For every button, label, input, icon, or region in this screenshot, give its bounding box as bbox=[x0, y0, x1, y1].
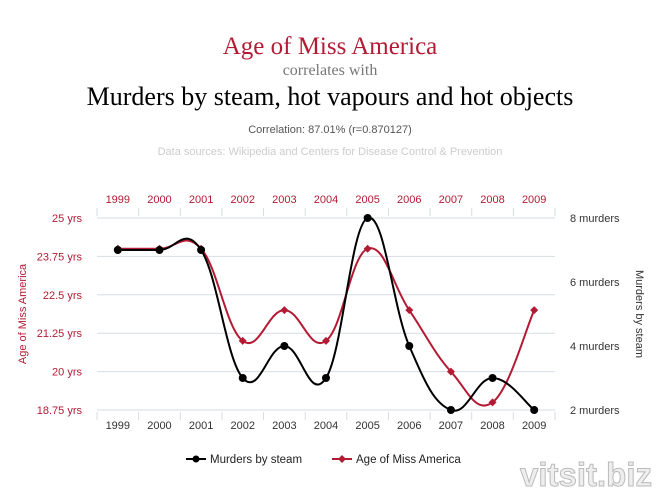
x-tick-label-bottom: 2005 bbox=[355, 420, 379, 432]
murders-data-point bbox=[363, 214, 372, 222]
murders-data-point bbox=[405, 342, 414, 350]
y-left-tick-label: 21.25 yrs bbox=[37, 328, 83, 340]
y-left-axis-title: Age of Miss America bbox=[17, 263, 29, 364]
chart-subtitle: Murders by steam, hot vapours and hot ob… bbox=[87, 82, 574, 111]
legend-item-age[interactable]: Age of Miss America bbox=[332, 454, 461, 466]
age-data-point bbox=[238, 336, 247, 345]
age-data-point bbox=[405, 306, 414, 315]
y-right-tick-label: 6 murders bbox=[570, 277, 620, 289]
x-tick-label-top: 2000 bbox=[147, 194, 171, 206]
legend-item-murders[interactable]: Murders by steam bbox=[186, 454, 302, 466]
y-right-tick-label: 4 murders bbox=[570, 341, 620, 353]
x-tick-label-top: 2002 bbox=[230, 194, 254, 206]
murders-data-point bbox=[488, 374, 497, 382]
murders-data-point bbox=[446, 406, 455, 414]
age-data-point bbox=[488, 398, 497, 407]
age-data-point bbox=[446, 367, 455, 376]
x-tick-label-top: 2008 bbox=[480, 194, 504, 206]
legend-age-label: Age of Miss America bbox=[356, 454, 461, 466]
age-data-point bbox=[530, 306, 539, 315]
murders-data-point bbox=[197, 246, 206, 254]
x-tick-label-bottom: 2007 bbox=[439, 420, 463, 432]
x-tick-label-top: 2007 bbox=[439, 194, 463, 206]
y-left-tick-label: 23.75 yrs bbox=[37, 251, 83, 263]
x-tick-label-bottom: 2008 bbox=[480, 420, 504, 432]
x-tick-label-top: 2006 bbox=[397, 194, 421, 206]
x-tick-label-top: 2004 bbox=[314, 194, 338, 206]
y-left-tick-label: 20 yrs bbox=[52, 367, 82, 379]
x-tick-label-bottom: 1999 bbox=[106, 420, 130, 432]
y-right-tick-label: 2 murders bbox=[570, 405, 620, 417]
age-data-point bbox=[280, 306, 289, 315]
y-left-tick-label: 25 yrs bbox=[52, 213, 82, 225]
legend-murders-label: Murders by steam bbox=[210, 454, 302, 466]
x-tick-label-bottom: 2004 bbox=[314, 420, 338, 432]
y-right-tick-label: 8 murders bbox=[570, 213, 620, 225]
data-sources-text: Data sources: Wikipedia and Centers for … bbox=[158, 146, 503, 158]
murders-data-point bbox=[530, 406, 539, 414]
x-tick-label-top: 1999 bbox=[106, 194, 130, 206]
watermark: vitsit.biz bbox=[520, 456, 652, 493]
y-right-axis-title: Murders by steam bbox=[633, 270, 645, 358]
plot-area: 1999 1999 2000 2000 2001 2001 2002 2002 2003 2003… bbox=[37, 194, 620, 432]
x-tick-label-top: 2005 bbox=[355, 194, 379, 206]
murders-data-point bbox=[113, 246, 122, 254]
legend-age-marker bbox=[338, 455, 346, 463]
correlation-text: Correlation: 87.01% (r=0.870127) bbox=[248, 124, 412, 136]
correlates-with-text: correlates with bbox=[283, 62, 378, 79]
chart-title: Age of Miss America bbox=[223, 33, 438, 60]
murders-data-point bbox=[238, 374, 247, 382]
y-left-tick-label: 22.5 yrs bbox=[43, 290, 83, 302]
legend-murders-marker bbox=[192, 455, 200, 463]
x-tick-label-bottom: 2000 bbox=[147, 420, 171, 432]
x-tick-label-top: 2003 bbox=[272, 194, 296, 206]
x-tick-label-top: 2001 bbox=[189, 194, 213, 206]
x-tick-label-bottom: 2009 bbox=[522, 420, 546, 432]
x-tick-label-top: 2009 bbox=[522, 194, 546, 206]
murders-data-point bbox=[155, 246, 164, 254]
age-data-point bbox=[322, 336, 330, 345]
x-tick-label-bottom: 2003 bbox=[272, 420, 296, 432]
y-left-tick-label: 18.75 yrs bbox=[37, 405, 83, 417]
age-data-point bbox=[363, 244, 372, 253]
x-tick-label-bottom: 2002 bbox=[230, 420, 254, 432]
murders-data-point bbox=[322, 374, 330, 382]
x-tick-label-bottom: 2001 bbox=[189, 420, 213, 432]
legend: Murders by steam Age of Miss America bbox=[186, 454, 461, 466]
murders-data-point bbox=[280, 342, 289, 350]
x-tick-label-bottom: 2006 bbox=[397, 420, 421, 432]
